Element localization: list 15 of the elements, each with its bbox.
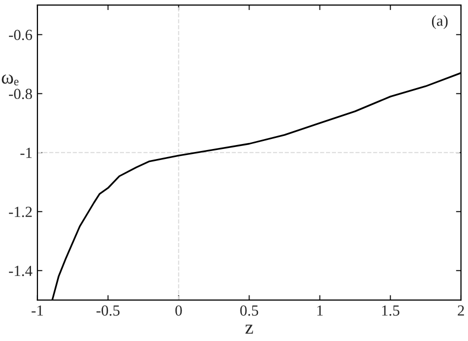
y-tick-label: -1.2 — [8, 206, 32, 218]
x-tick-label: -0.5 — [96, 305, 120, 316]
y-tick-label: -0.6 — [8, 30, 32, 40]
x-tick-label: 0 — [175, 305, 182, 316]
y-axis-title: ωₑ — [2, 74, 18, 86]
y-tick-label: -1.4 — [8, 266, 32, 276]
x-tick-label: 2 — [458, 305, 464, 316]
x-tick-label: 1 — [317, 305, 323, 316]
x-tick-label: 0.5 — [240, 305, 258, 316]
annotation: (a) — [432, 15, 448, 30]
x-tick-label: 1.5 — [382, 305, 400, 316]
y-tick-label: -0.8 — [8, 88, 32, 100]
x-tick-label: -1 — [32, 305, 43, 316]
y-tick-label: -1 — [20, 148, 32, 158]
x-axis-title: z — [245, 324, 253, 334]
